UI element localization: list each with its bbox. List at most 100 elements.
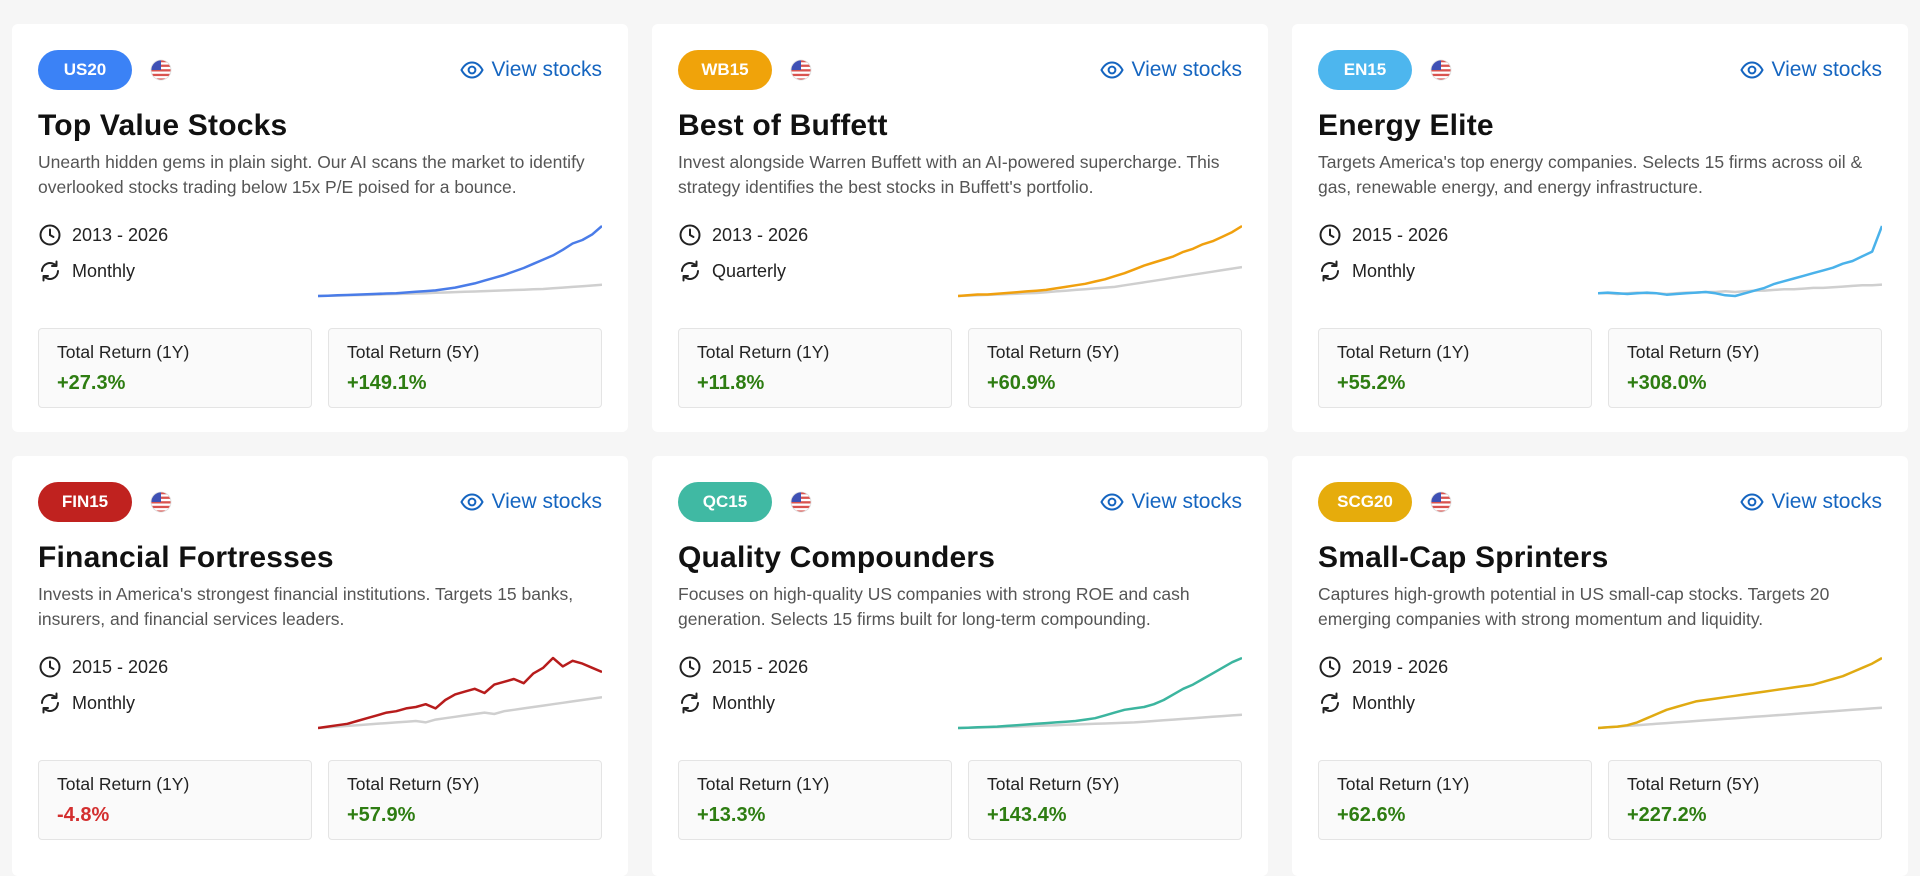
performance-sparkline xyxy=(958,656,1242,730)
us-flag-icon xyxy=(1430,491,1452,513)
period-row: 2013 - 2026 xyxy=(38,222,168,248)
return-5y-label: Total Return (5Y) xyxy=(987,774,1120,794)
return-5y-box: Total Return (5Y) +57.9% xyxy=(328,760,602,840)
us-flag-icon xyxy=(150,59,172,81)
strategy-meta: 2019 - 2026 Monthly xyxy=(1318,654,1448,716)
benchmark-line xyxy=(1598,706,1882,730)
eye-icon xyxy=(1739,61,1764,79)
strategy-code-badge: FIN15 xyxy=(38,482,132,522)
view-stocks-label: View stocks xyxy=(1131,490,1243,513)
us-flag-icon xyxy=(1430,59,1452,81)
strategy-description: Invest alongside Warren Buffett with an … xyxy=(678,152,1220,197)
refresh-icon xyxy=(681,692,699,714)
return-5y-label: Total Return (5Y) xyxy=(987,342,1120,362)
view-stocks-label: View stocks xyxy=(1771,58,1883,81)
rebalance-text: Monthly xyxy=(1352,692,1416,713)
return-1y-value: +62.6% xyxy=(1337,804,1406,826)
strategy-meta-area: 2013 - 2026 Quarterly xyxy=(678,222,1242,328)
view-stocks-link[interactable]: View stocks xyxy=(1739,58,1883,82)
strategy-grid: US20 View stocks xyxy=(12,24,1920,876)
rebalance-row: Monthly xyxy=(678,690,808,716)
return-1y-box: Total Return (1Y) -4.8% xyxy=(38,760,312,840)
view-stocks-link[interactable]: View stocks xyxy=(459,490,603,514)
strategy-card[interactable]: EN15 View stocks xyxy=(1292,24,1908,432)
strategy-code-badge: WB15 xyxy=(678,50,772,90)
view-stocks-label: View stocks xyxy=(1771,490,1883,513)
strategy-line xyxy=(958,224,1242,298)
period-row: 2015 - 2026 xyxy=(678,654,808,680)
period-text: 2015 - 2026 xyxy=(712,656,809,677)
returns-row: Total Return (1Y) +62.6% Total Return (5… xyxy=(1318,760,1882,840)
returns-row: Total Return (1Y) +11.8% Total Return (5… xyxy=(678,328,1242,408)
return-5y-box: Total Return (5Y) +60.9% xyxy=(968,328,1242,408)
card-header: FIN15 View stocks xyxy=(38,482,602,522)
rebalance-text: Monthly xyxy=(72,260,136,281)
return-1y-value: +11.8% xyxy=(697,372,765,394)
view-stocks-label: View stocks xyxy=(491,490,603,513)
strategy-meta: 2013 - 2026 Monthly xyxy=(38,222,168,284)
refresh-icon xyxy=(681,260,699,282)
rebalance-text: Monthly xyxy=(72,692,136,713)
return-5y-value: +149.1% xyxy=(347,372,427,394)
strategy-card[interactable]: QC15 View stocks xyxy=(652,456,1268,876)
strategy-title: Quality Compounders xyxy=(678,541,996,574)
period-row: 2013 - 2026 xyxy=(678,222,808,248)
clock-icon xyxy=(679,224,701,246)
strategy-meta: 2015 - 2026 Monthly xyxy=(678,654,808,716)
performance-sparkline xyxy=(318,225,602,298)
return-1y-box: Total Return (1Y) +62.6% xyxy=(1318,760,1592,840)
eye-icon xyxy=(1739,493,1764,511)
strategy-line xyxy=(318,656,602,730)
strategy-code-badge: SCG20 xyxy=(1318,482,1412,522)
us-flag-icon xyxy=(790,59,812,81)
return-5y-box: Total Return (5Y) +149.1% xyxy=(328,328,602,408)
card-header: US20 View stocks xyxy=(38,50,602,90)
strategy-title: Energy Elite xyxy=(1318,109,1494,142)
performance-sparkline xyxy=(1598,225,1882,298)
strategy-card[interactable]: FIN15 View stocks xyxy=(12,456,628,876)
view-stocks-link[interactable]: View stocks xyxy=(1099,490,1243,514)
strategy-line xyxy=(1598,656,1882,730)
strategy-card[interactable]: WB15 View stocks xyxy=(652,24,1268,432)
return-1y-value: +13.3% xyxy=(697,804,766,826)
return-5y-value: +143.4% xyxy=(987,804,1067,826)
strategy-code-badge: US20 xyxy=(38,50,132,90)
return-5y-value: +60.9% xyxy=(987,372,1056,394)
rebalance-text: Monthly xyxy=(712,692,776,713)
strategy-code-badge: EN15 xyxy=(1318,50,1412,90)
return-5y-label: Total Return (5Y) xyxy=(347,342,480,362)
period-text: 2015 - 2026 xyxy=(1352,224,1449,245)
view-stocks-label: View stocks xyxy=(491,58,603,81)
return-5y-label: Total Return (5Y) xyxy=(1627,342,1760,362)
view-stocks-link[interactable]: View stocks xyxy=(459,58,603,82)
strategy-card[interactable]: SCG20 View stocks xyxy=(1292,456,1908,876)
return-5y-box: Total Return (5Y) +227.2% xyxy=(1608,760,1882,840)
strategy-card[interactable]: US20 View stocks xyxy=(12,24,628,432)
refresh-icon xyxy=(41,260,59,282)
return-1y-label: Total Return (1Y) xyxy=(697,342,830,362)
returns-row: Total Return (1Y) +27.3% Total Return (5… xyxy=(38,328,602,408)
view-stocks-link[interactable]: View stocks xyxy=(1739,490,1883,514)
return-1y-box: Total Return (1Y) +11.8% xyxy=(678,328,952,408)
strategy-meta: 2015 - 2026 Monthly xyxy=(38,654,168,716)
return-1y-value: +27.3% xyxy=(57,372,126,394)
card-header: QC15 View stocks xyxy=(678,482,1242,522)
clock-icon xyxy=(1319,656,1341,678)
view-stocks-link[interactable]: View stocks xyxy=(1099,58,1242,82)
strategy-meta-area: 2015 - 2026 Monthly xyxy=(1318,222,1882,328)
rebalance-row: Quarterly xyxy=(678,258,808,284)
rebalance-row: Monthly xyxy=(38,690,168,716)
return-1y-label: Total Return (1Y) xyxy=(57,342,190,362)
return-1y-label: Total Return (1Y) xyxy=(1337,774,1470,794)
strategy-line xyxy=(958,656,1242,730)
return-1y-box: Total Return (1Y) +13.3% xyxy=(678,760,952,840)
period-text: 2015 - 2026 xyxy=(72,656,169,677)
performance-sparkline xyxy=(1598,656,1882,730)
returns-row: Total Return (1Y) +55.2% Total Return (5… xyxy=(1318,328,1882,408)
refresh-icon xyxy=(1321,260,1339,282)
return-1y-box: Total Return (1Y) +55.2% xyxy=(1318,328,1592,408)
return-5y-box: Total Return (5Y) +143.4% xyxy=(968,760,1242,840)
strategy-line xyxy=(318,225,602,298)
period-row: 2019 - 2026 xyxy=(1318,654,1448,680)
returns-row: Total Return (1Y) -4.8% Total Return (5Y… xyxy=(38,760,602,840)
